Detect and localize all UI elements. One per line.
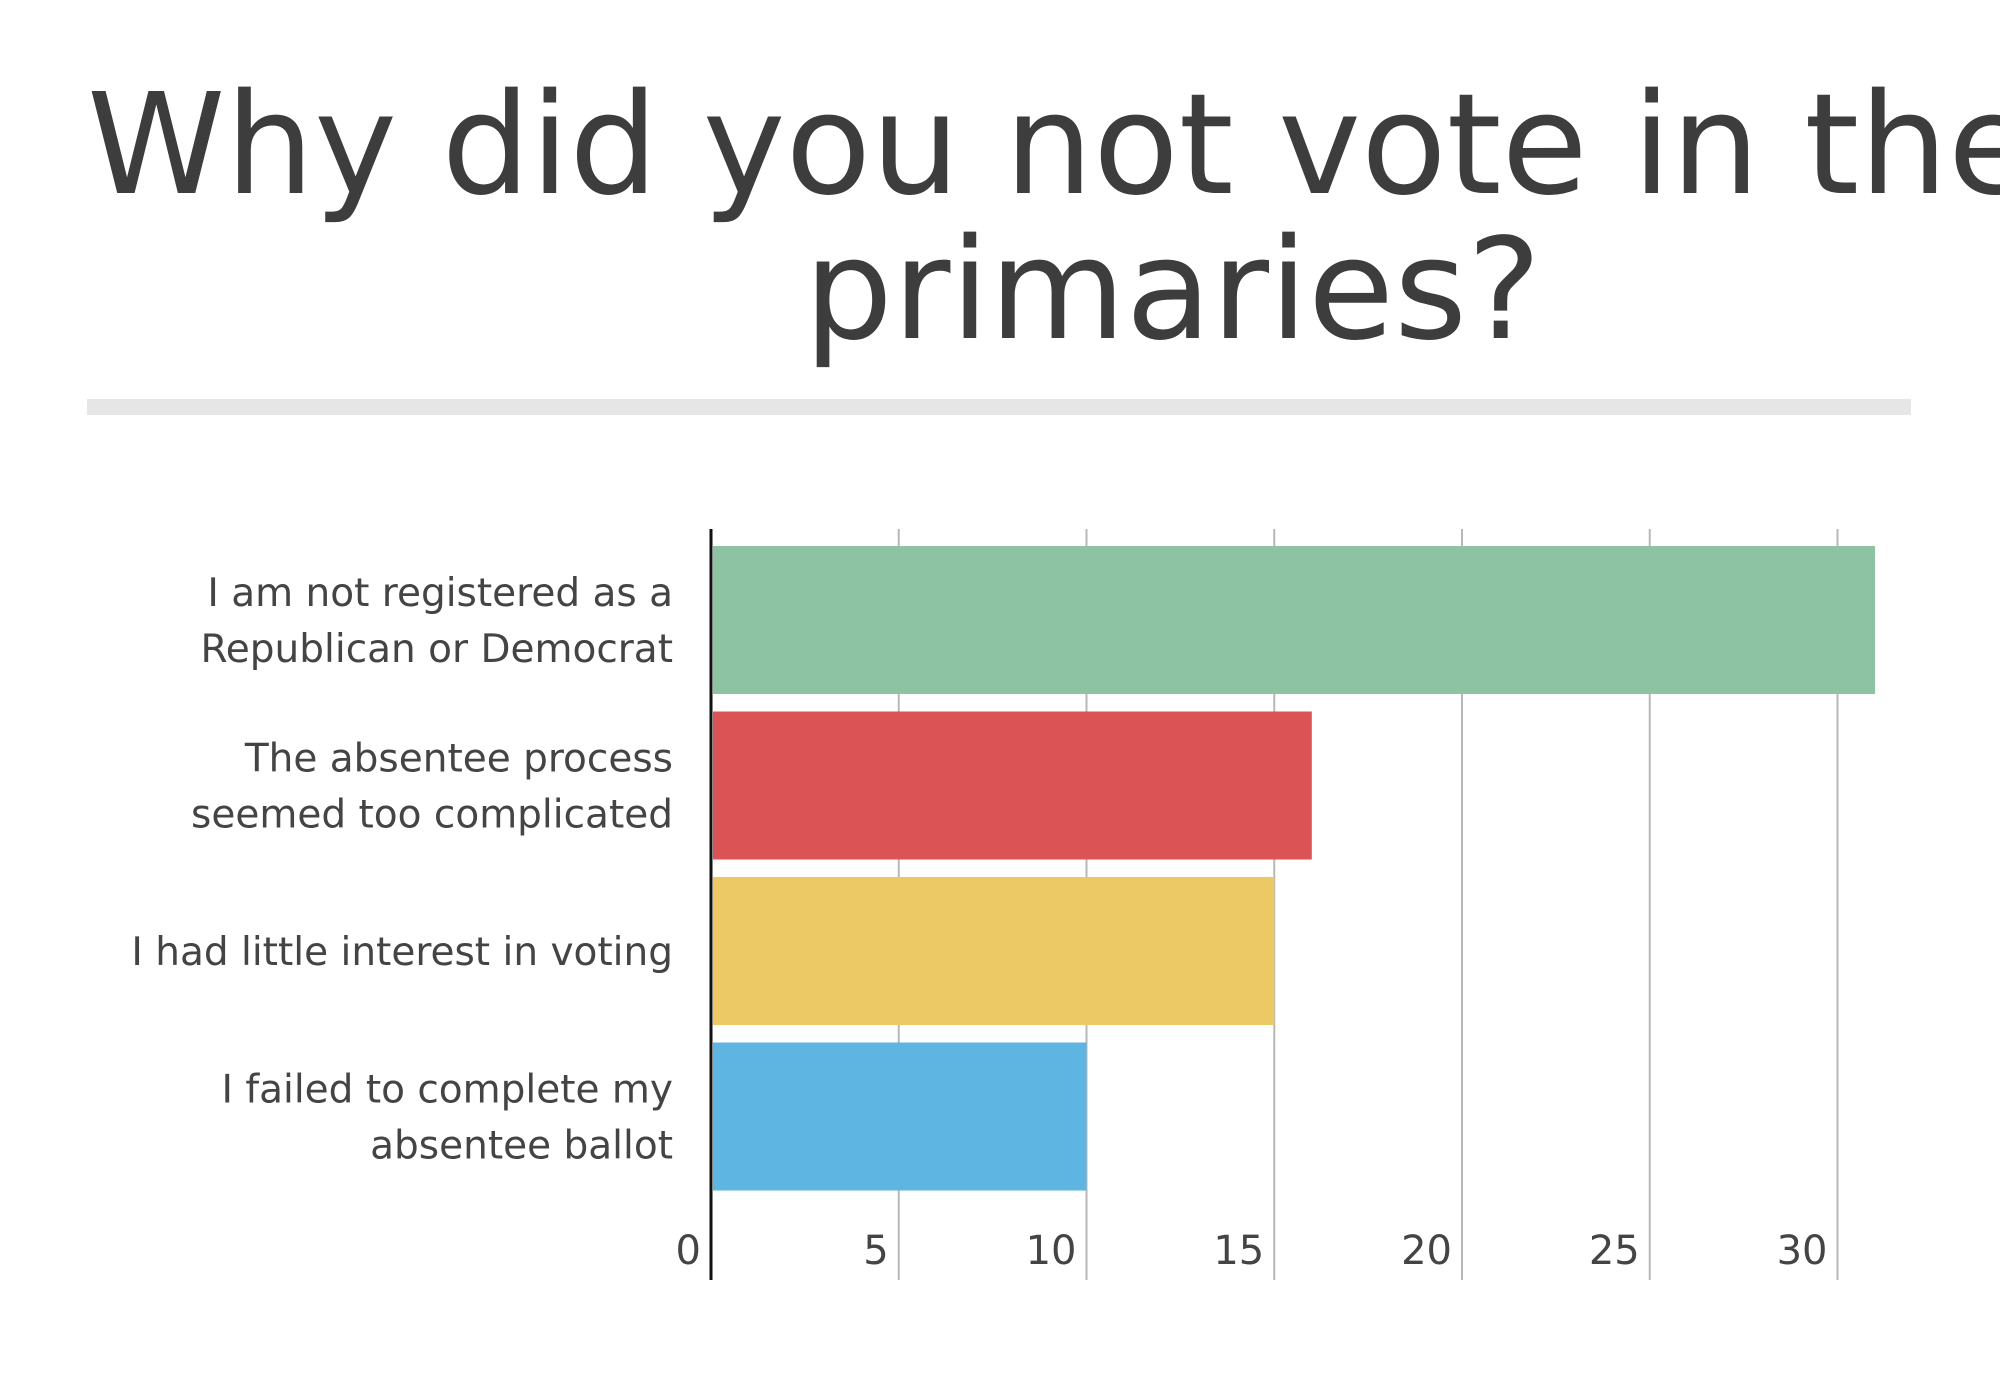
x-tick-label: 30 xyxy=(1777,1228,1828,1274)
x-tick-label: 25 xyxy=(1589,1228,1640,1274)
chart-title-line-1: Why did you not vote in the xyxy=(87,64,2000,227)
chart-title-line-2: primaries? xyxy=(804,209,1541,372)
bar xyxy=(713,1042,1087,1191)
x-tick-label: 15 xyxy=(1213,1228,1264,1274)
category-labels: I am not registered as a Republican or De… xyxy=(131,571,673,1169)
bars xyxy=(713,546,1876,1191)
bar xyxy=(713,546,1876,694)
bar xyxy=(713,877,1275,1025)
x-tick-labels: 0 5 10 15 20 25 30 xyxy=(676,1228,1828,1274)
category-label: Republican or Democrat xyxy=(200,627,673,672)
category-label: seemed too complicated xyxy=(191,793,673,838)
category-label: I am not registered as a xyxy=(207,571,673,616)
x-tick-label: 5 xyxy=(863,1228,888,1274)
x-tick-label: 20 xyxy=(1401,1228,1452,1274)
category-label: I failed to complete my xyxy=(221,1068,673,1113)
title-divider xyxy=(87,399,1911,415)
x-tick-label: 0 xyxy=(676,1228,701,1274)
category-label: The absentee process xyxy=(244,737,673,782)
x-tick-label: 10 xyxy=(1026,1228,1077,1274)
bar xyxy=(713,711,1312,860)
category-label: absentee ballot xyxy=(370,1124,673,1169)
category-label: I had little interest in voting xyxy=(131,930,673,975)
